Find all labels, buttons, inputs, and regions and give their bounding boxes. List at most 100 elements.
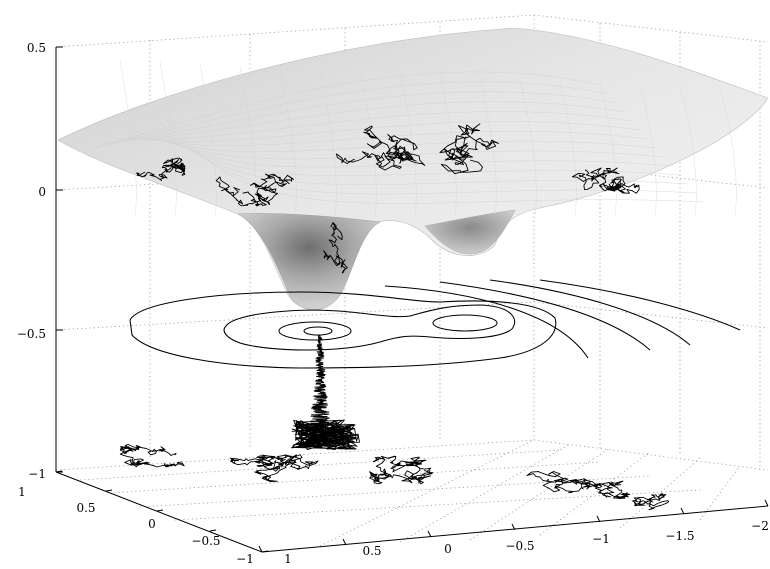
z-axis-tick-labels: 0.5 0 −0.5 −1 — [17, 41, 46, 481]
x-tick-label: −1.5 — [665, 529, 694, 543]
contour-arc-3 — [489, 279, 691, 346]
x-tick — [596, 515, 601, 523]
random-walk-vertical-trace — [291, 334, 360, 451]
floor-walk-segment — [632, 493, 670, 511]
mesh-line — [519, 79, 537, 216]
grid-line — [469, 447, 611, 541]
contour-lines — [129, 279, 741, 369]
mesh-line — [119, 121, 641, 142]
y-tick-label: −0.5 — [191, 534, 220, 548]
surface-well-deep — [237, 213, 381, 311]
y-tick — [105, 489, 113, 492]
mesh-line — [279, 67, 297, 216]
x-axis-tick-labels: 1 0.5 0 −0.5 −1 −1.5 −2 — [284, 519, 769, 566]
grid-line — [533, 14, 769, 43]
grid-line — [533, 301, 769, 329]
mesh-line — [719, 89, 737, 216]
contour-outer — [129, 291, 557, 369]
mesh-line — [143, 122, 673, 168]
mesh-line — [679, 87, 697, 216]
x-tick-label: 1 — [284, 552, 292, 565]
z-tick-label: −1 — [28, 467, 46, 481]
y-tick-label: 0.5 — [76, 501, 95, 515]
mesh-line — [125, 131, 649, 146]
grid-line — [539, 451, 651, 536]
floor-walk-segment — [526, 471, 631, 500]
vertical-walk-column — [291, 334, 360, 451]
grid-line — [139, 475, 651, 508]
random-walk-floor-trace — [119, 443, 670, 511]
grid-line — [619, 457, 701, 529]
y-tick-label: 0 — [148, 517, 156, 531]
mesh-line — [113, 111, 633, 140]
x-tick — [427, 530, 432, 538]
grid-line — [109, 461, 601, 494]
y-tick — [55, 470, 63, 473]
x-tick-label: 0.5 — [362, 544, 381, 558]
mesh-line — [599, 83, 617, 216]
y-axis-line — [55, 471, 263, 553]
x-tick — [342, 538, 347, 546]
mesh-line — [167, 110, 705, 204]
y-tick — [261, 550, 269, 553]
mesh-line — [559, 81, 577, 216]
grid-line — [533, 439, 769, 471]
surface-walk-segment — [322, 222, 348, 274]
grid-line — [533, 161, 769, 189]
mesh-line — [639, 85, 657, 216]
grid-line — [399, 443, 571, 543]
x-tick-label: −0.5 — [505, 539, 534, 553]
surface-walk-segment — [571, 167, 640, 194]
grid-line — [55, 14, 535, 48]
grid-line — [79, 449, 561, 481]
surface-mesh — [89, 59, 737, 216]
contour-arc-1 — [384, 285, 589, 359]
grid-line — [699, 465, 741, 521]
surface-walk-segment — [335, 125, 426, 171]
x-tick — [258, 545, 263, 553]
y-tick-label: 1 — [18, 485, 26, 499]
floor-walk-segment — [119, 443, 185, 468]
contour-inner — [278, 321, 352, 341]
x-tick — [511, 523, 516, 531]
grid-line — [55, 301, 535, 331]
y-tick-label: −1 — [236, 552, 254, 565]
y-tick — [156, 509, 164, 512]
x-tick-label: −1 — [592, 532, 610, 546]
z-tick-label: 0 — [38, 185, 46, 199]
z-tick-label: 0.5 — [27, 41, 46, 55]
surface-walk-segment — [439, 123, 499, 175]
contour-dumbbell — [223, 304, 516, 351]
contour-right-well — [432, 314, 498, 332]
surface-walk-segment — [136, 157, 186, 181]
contour-innermost — [303, 326, 333, 336]
x-tick — [680, 507, 685, 515]
x-tick — [764, 499, 769, 507]
y-tick — [209, 529, 217, 532]
surface-well-shallow — [424, 209, 516, 255]
surface-walk-segment — [215, 173, 295, 207]
y-axis-tick-labels: 1 0.5 0 −0.5 −1 — [18, 485, 254, 566]
mesh-line — [319, 69, 337, 216]
mesh-line — [399, 73, 417, 216]
surface — [57, 27, 769, 311]
x-tick-label: −2 — [751, 519, 769, 533]
x-tick-label: 0 — [444, 542, 452, 556]
mesh-line — [107, 101, 625, 142]
mesh-line — [119, 59, 137, 216]
surface-sheet — [57, 27, 769, 309]
z-tick-label: −0.5 — [17, 327, 46, 341]
random-walk-surface-trace — [136, 123, 640, 274]
mesh-line — [155, 116, 689, 185]
mesh-line — [199, 63, 217, 216]
tick-marks — [55, 46, 769, 553]
mesh-line — [159, 61, 177, 216]
contour-arc-4 — [539, 279, 741, 331]
contour-arc-2 — [439, 281, 651, 351]
mesh-line — [101, 91, 617, 145]
mesh-line — [479, 77, 497, 216]
floor-walk-segment — [369, 455, 433, 485]
floor-walk-segment — [229, 454, 319, 482]
